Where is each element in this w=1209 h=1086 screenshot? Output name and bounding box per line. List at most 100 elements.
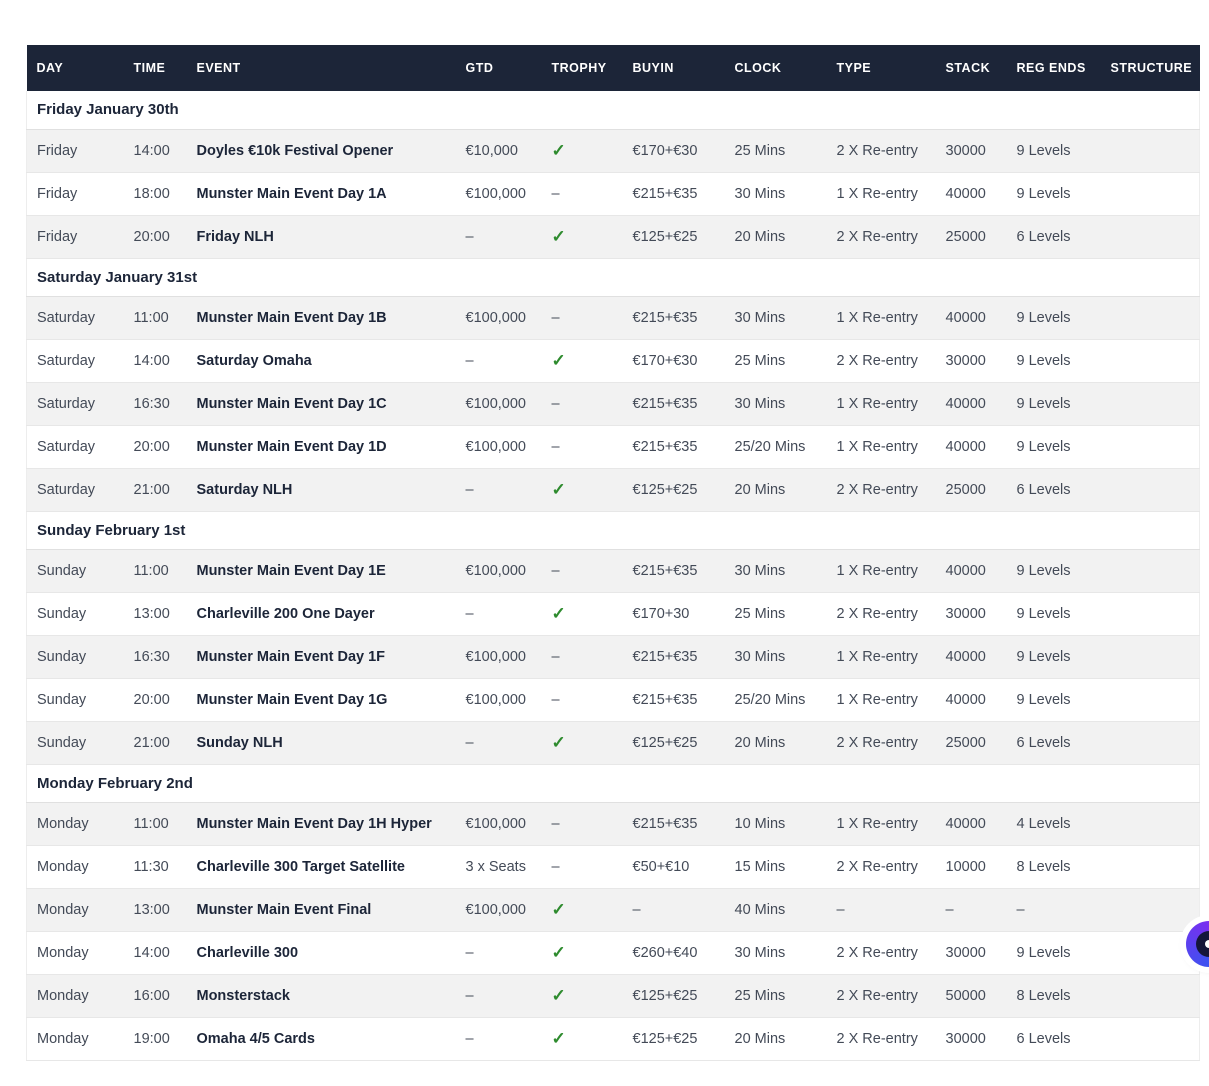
cell-structure xyxy=(1100,215,1200,259)
cell-time: 14:00 xyxy=(123,129,187,173)
cell-gtd: – xyxy=(455,339,542,383)
table-header-row: DAY TIME EVENT GTD TROPHY BUYIN CLOCK TYPE STACK… xyxy=(26,45,1200,91)
table-row: Friday 14:00 Doyles €10k Festival Opener €1… xyxy=(26,129,1200,173)
cell-clock: 25 Mins xyxy=(724,592,827,636)
cell-clock: 25 Mins xyxy=(724,974,827,1018)
cell-structure xyxy=(1100,425,1200,469)
column-header-day: DAY xyxy=(26,45,124,91)
cell-stack: 25000 xyxy=(935,215,1007,259)
cell-reg_ends: 6 Levels xyxy=(1006,1017,1101,1061)
table-row: Sunday 11:00 Munster Main Event Day 1E €100… xyxy=(26,549,1200,593)
cell-structure xyxy=(1100,172,1200,216)
cell-time: 16:30 xyxy=(123,382,187,426)
cell-buyin: €125+€25 xyxy=(622,215,725,259)
cell-event: Omaha 4/5 Cards xyxy=(186,1017,456,1061)
cell-event: Sunday NLH xyxy=(186,721,456,765)
cell-time: 16:00 xyxy=(123,974,187,1018)
cell-event: Munster Main Event Final xyxy=(186,888,456,932)
cell-event: Monsterstack xyxy=(186,974,456,1018)
cell-gtd: – xyxy=(455,215,542,259)
cell-reg_ends: 9 Levels xyxy=(1006,592,1101,636)
cell-clock: 40 Mins xyxy=(724,888,827,932)
cell-stack: 30000 xyxy=(935,1017,1007,1061)
cell-clock: 20 Mins xyxy=(724,721,827,765)
cell-buyin: €215+€35 xyxy=(622,678,725,722)
table-row: Friday 20:00 Friday NLH – ✓ €125+€25 20 Mins 2 … xyxy=(26,215,1200,259)
cell-stack: 25000 xyxy=(935,721,1007,765)
table-row: Sunday 21:00 Sunday NLH – ✓ €125+€25 20 Mins 2 … xyxy=(26,721,1200,765)
column-header-time: TIME xyxy=(123,45,187,91)
cell-day: Monday xyxy=(26,845,124,889)
cell-type: 2 X Re-entry xyxy=(826,129,936,173)
cell-gtd: €100,000 xyxy=(455,888,542,932)
section-header-date: Monday February 2nd xyxy=(26,764,1200,803)
cell-gtd: €100,000 xyxy=(455,549,542,593)
accessibility-widget-button[interactable] xyxy=(1186,921,1209,967)
cell-structure xyxy=(1100,931,1200,975)
cell-stack: 30000 xyxy=(935,339,1007,383)
cell-time: 20:00 xyxy=(123,215,187,259)
cell-type: 1 X Re-entry xyxy=(826,172,936,216)
cell-gtd: €100,000 xyxy=(455,802,542,846)
cell-structure xyxy=(1100,888,1200,932)
cell-structure xyxy=(1100,721,1200,765)
cell-event: Munster Main Event Day 1E xyxy=(186,549,456,593)
table-row: Monday 16:00 Monsterstack – ✓ €125+€25 25 Mins… xyxy=(26,974,1200,1018)
cell-stack: – xyxy=(935,888,1007,932)
cell-reg_ends: 9 Levels xyxy=(1006,931,1101,975)
column-header-reg_ends: REG ENDS xyxy=(1006,45,1101,91)
cell-stack: 40000 xyxy=(935,172,1007,216)
cell-trophy: ✓ xyxy=(541,974,623,1018)
cell-stack: 40000 xyxy=(935,678,1007,722)
cell-clock: 20 Mins xyxy=(724,468,827,512)
cell-day: Saturday xyxy=(26,296,124,340)
cell-reg_ends: 4 Levels xyxy=(1006,802,1101,846)
cell-trophy: ✓ xyxy=(541,1017,623,1061)
cell-trophy: – xyxy=(541,549,623,593)
cell-type: 1 X Re-entry xyxy=(826,382,936,426)
trophy-check-icon: ✓ xyxy=(551,603,566,623)
cell-buyin: €215+€35 xyxy=(622,172,725,216)
cell-reg_ends: 9 Levels xyxy=(1006,549,1101,593)
cell-stack: 40000 xyxy=(935,802,1007,846)
cell-type: 2 X Re-entry xyxy=(826,845,936,889)
cell-day: Monday xyxy=(26,974,124,1018)
table-row: Saturday 20:00 Munster Main Event Day 1D €1… xyxy=(26,425,1200,469)
cell-reg_ends: 8 Levels xyxy=(1006,845,1101,889)
trophy-check-icon: ✓ xyxy=(551,479,566,499)
cell-time: 11:30 xyxy=(123,845,187,889)
cell-type: 2 X Re-entry xyxy=(826,721,936,765)
cell-time: 19:00 xyxy=(123,1017,187,1061)
cell-event: Friday NLH xyxy=(186,215,456,259)
cell-day: Saturday xyxy=(26,339,124,383)
cell-type: 2 X Re-entry xyxy=(826,931,936,975)
cell-stack: 50000 xyxy=(935,974,1007,1018)
cell-trophy: – xyxy=(541,296,623,340)
cell-stack: 10000 xyxy=(935,845,1007,889)
cell-day: Monday xyxy=(26,888,124,932)
cell-time: 18:00 xyxy=(123,172,187,216)
cell-gtd: – xyxy=(455,721,542,765)
cell-structure xyxy=(1100,678,1200,722)
cell-time: 11:00 xyxy=(123,549,187,593)
cell-reg_ends: 9 Levels xyxy=(1006,129,1101,173)
cell-buyin: €260+€40 xyxy=(622,931,725,975)
trophy-check-icon: ✓ xyxy=(551,140,566,160)
cell-event: Saturday NLH xyxy=(186,468,456,512)
cell-buyin: €125+€25 xyxy=(622,721,725,765)
cell-clock: 25/20 Mins xyxy=(724,678,827,722)
cell-day: Monday xyxy=(26,802,124,846)
cell-trophy: – xyxy=(541,635,623,679)
cell-time: 20:00 xyxy=(123,678,187,722)
cell-day: Saturday xyxy=(26,425,124,469)
cell-reg_ends: 9 Levels xyxy=(1006,635,1101,679)
cell-day: Sunday xyxy=(26,635,124,679)
cell-reg_ends: 8 Levels xyxy=(1006,974,1101,1018)
cell-buyin: €215+€35 xyxy=(622,296,725,340)
cell-stack: 40000 xyxy=(935,549,1007,593)
cell-type: 2 X Re-entry xyxy=(826,468,936,512)
cell-time: 21:00 xyxy=(123,468,187,512)
cell-time: 13:00 xyxy=(123,888,187,932)
cell-event: Saturday Omaha xyxy=(186,339,456,383)
cell-day: Sunday xyxy=(26,549,124,593)
